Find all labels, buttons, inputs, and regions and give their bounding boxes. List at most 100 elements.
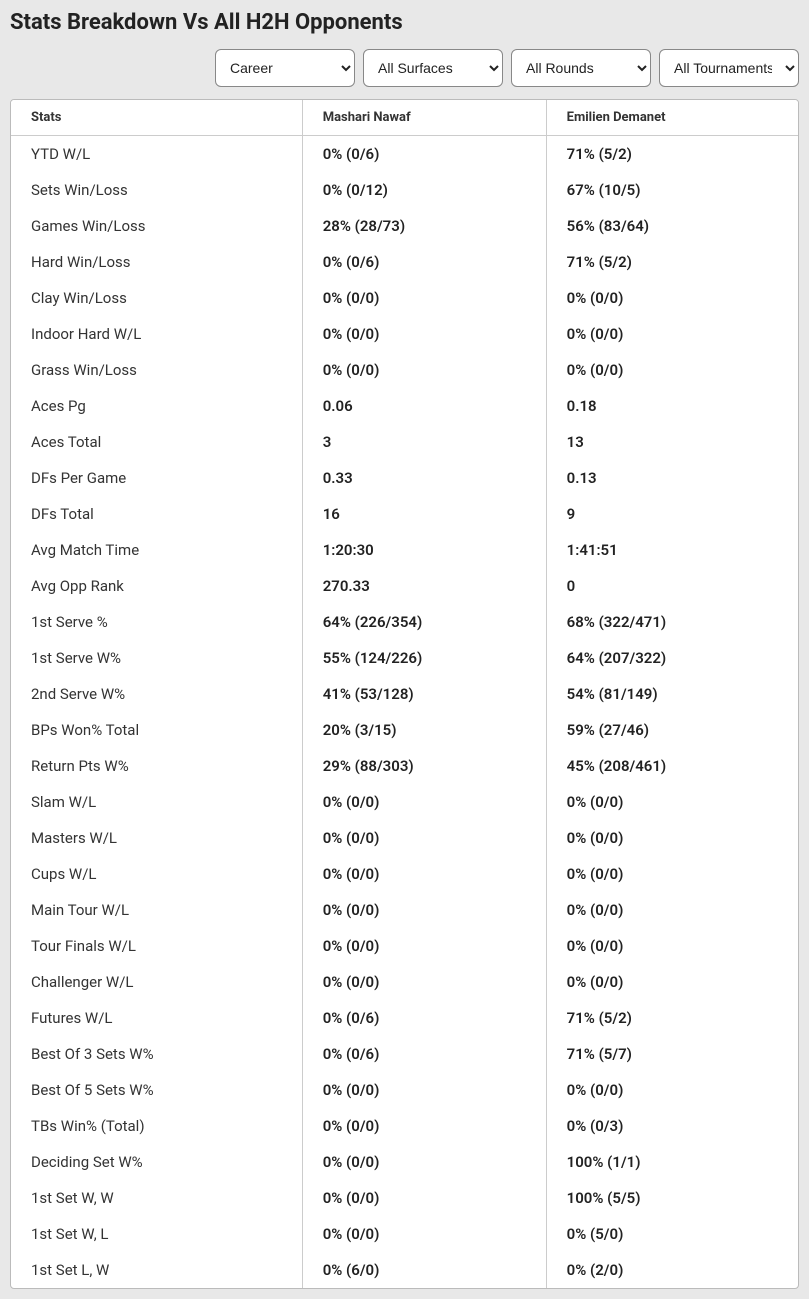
stat-value: 13 [546,424,798,460]
table-row: Return Pts W%29% (88/303)45% (208/461) [11,748,798,784]
stat-value: 54% (81/149) [546,676,798,712]
filter-tournaments[interactable]: All Tournaments [659,49,799,87]
stat-value: 0% (0/0) [302,892,546,928]
table-row: Avg Opp Rank270.330 [11,568,798,604]
stat-label: Aces Total [11,424,302,460]
stat-value: 0% (0/0) [302,820,546,856]
stat-value: 55% (124/226) [302,640,546,676]
table-row: Games Win/Loss28% (28/73)56% (83/64) [11,208,798,244]
stat-value: 0% (0/6) [302,1036,546,1072]
table-row: Masters W/L0% (0/0)0% (0/0) [11,820,798,856]
stat-value: 0.33 [302,460,546,496]
stat-value: 0% (2/0) [546,1252,798,1288]
stat-value: 0% (0/0) [302,316,546,352]
stat-value: 9 [546,496,798,532]
stat-value: 0% (0/6) [302,244,546,280]
table-row: Best Of 3 Sets W%0% (0/6)71% (5/7) [11,1036,798,1072]
table-row: Avg Match Time1:20:301:41:51 [11,532,798,568]
stat-value: 0% (0/6) [302,136,546,173]
table-row: Hard Win/Loss0% (0/6)71% (5/2) [11,244,798,280]
stat-value: 100% (5/5) [546,1180,798,1216]
stat-label: Clay Win/Loss [11,280,302,316]
table-row: Slam W/L0% (0/0)0% (0/0) [11,784,798,820]
stat-label: TBs Win% (Total) [11,1108,302,1144]
stat-value: 59% (27/46) [546,712,798,748]
stat-label: Masters W/L [11,820,302,856]
stat-value: 0% (0/0) [302,928,546,964]
stat-value: 45% (208/461) [546,748,798,784]
stat-value: 71% (5/7) [546,1036,798,1072]
table-row: 1st Serve W%55% (124/226)64% (207/322) [11,640,798,676]
stat-label: 1st Set W, L [11,1216,302,1252]
stat-value: 71% (5/2) [546,244,798,280]
header-player-2: Emilien Demanet [546,100,798,136]
table-row: Indoor Hard W/L0% (0/0)0% (0/0) [11,316,798,352]
stat-label: Slam W/L [11,784,302,820]
stat-label: Games Win/Loss [11,208,302,244]
stat-value: 64% (207/322) [546,640,798,676]
table-row: DFs Per Game0.330.13 [11,460,798,496]
table-row: 1st Set W, L0% (0/0)0% (5/0) [11,1216,798,1252]
stat-value: 0% (0/6) [302,1000,546,1036]
filter-career[interactable]: Career [215,49,355,87]
stat-value: 0% (0/0) [546,280,798,316]
stat-value: 0% (0/0) [302,1108,546,1144]
stat-value: 0% (0/0) [546,928,798,964]
stat-value: 1:41:51 [546,532,798,568]
stat-value: 0% (0/0) [546,820,798,856]
stat-label: Main Tour W/L [11,892,302,928]
stat-label: DFs Total [11,496,302,532]
stat-label: 1st Serve % [11,604,302,640]
stat-value: 0% (0/0) [546,1072,798,1108]
stat-value: 0% (0/0) [302,964,546,1000]
stat-value: 1:20:30 [302,532,546,568]
header-stats: Stats [11,100,302,136]
filter-surfaces[interactable]: All Surfaces [363,49,503,87]
stat-value: 0% (0/0) [546,352,798,388]
stat-value: 0% (0/0) [302,1144,546,1180]
table-row: YTD W/L0% (0/6)71% (5/2) [11,136,798,173]
stat-value: 0% (0/0) [302,1216,546,1252]
stat-value: 56% (83/64) [546,208,798,244]
stat-value: 0% (0/0) [302,784,546,820]
table-row: Tour Finals W/L0% (0/0)0% (0/0) [11,928,798,964]
stat-value: 41% (53/128) [302,676,546,712]
stat-label: Aces Pg [11,388,302,424]
stat-value: 0% (0/12) [302,172,546,208]
stat-value: 28% (28/73) [302,208,546,244]
table-row: Deciding Set W%0% (0/0)100% (1/1) [11,1144,798,1180]
stat-label: Avg Opp Rank [11,568,302,604]
stat-value: 20% (3/15) [302,712,546,748]
stat-label: Cups W/L [11,856,302,892]
stats-table: Stats Mashari Nawaf Emilien Demanet YTD … [11,100,798,1288]
stat-value: 0% (0/0) [546,784,798,820]
stat-label: Sets Win/Loss [11,172,302,208]
stat-value: 0% (0/0) [546,892,798,928]
table-row: Main Tour W/L0% (0/0)0% (0/0) [11,892,798,928]
stat-value: 0% (6/0) [302,1252,546,1288]
stat-label: Challenger W/L [11,964,302,1000]
table-row: Futures W/L0% (0/6)71% (5/2) [11,1000,798,1036]
stat-label: DFs Per Game [11,460,302,496]
stat-value: 0% (0/3) [546,1108,798,1144]
table-row: Aces Pg0.060.18 [11,388,798,424]
stat-label: 1st Set L, W [11,1252,302,1288]
stats-table-container: Stats Mashari Nawaf Emilien Demanet YTD … [10,99,799,1289]
filter-rounds[interactable]: All Rounds [511,49,651,87]
stat-label: Indoor Hard W/L [11,316,302,352]
stat-label: Grass Win/Loss [11,352,302,388]
table-row: Grass Win/Loss0% (0/0)0% (0/0) [11,352,798,388]
stat-label: Best Of 5 Sets W% [11,1072,302,1108]
stat-value: 0% (0/0) [302,352,546,388]
table-row: TBs Win% (Total)0% (0/0)0% (0/3) [11,1108,798,1144]
stat-label: 1st Serve W% [11,640,302,676]
stat-value: 0% (0/0) [546,316,798,352]
stat-value: 100% (1/1) [546,1144,798,1180]
table-row: BPs Won% Total20% (3/15)59% (27/46) [11,712,798,748]
stat-value: 0 [546,568,798,604]
table-row: Cups W/L0% (0/0)0% (0/0) [11,856,798,892]
table-row: 1st Serve %64% (226/354)68% (322/471) [11,604,798,640]
stat-value: 3 [302,424,546,460]
stat-value: 71% (5/2) [546,136,798,173]
table-header-row: Stats Mashari Nawaf Emilien Demanet [11,100,798,136]
